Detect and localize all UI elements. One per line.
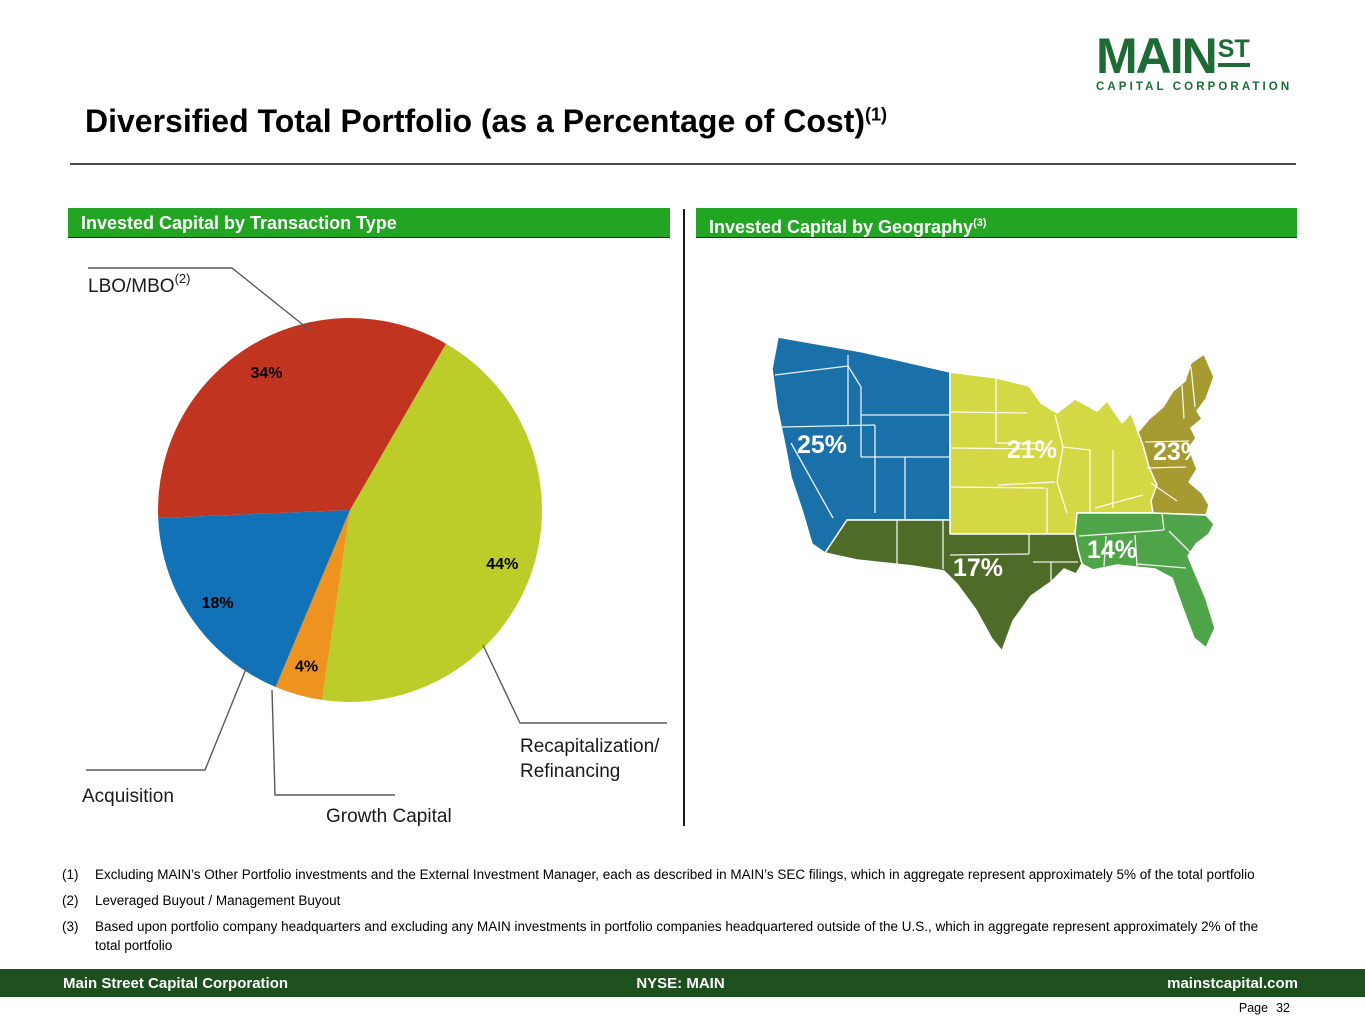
geography-footnote-ref: (3) [973,217,987,229]
map-label-west: 25% [797,431,847,459]
pie-slice-2 [158,510,350,687]
map-region-northeast [1137,353,1215,516]
right-panel-header: Invested Capital by Geography(3) [696,208,1297,238]
map-region-southeast [1074,512,1216,649]
footnote-3: (3) Based upon portfolio company headqua… [62,918,1274,954]
footnote-1-text: Excluding MAIN’s Other Portfolio investm… [95,867,1255,882]
footer-bar: Main Street Capital Corporation NYSE: MA… [0,969,1365,997]
footer-website: mainstcapital.com [1167,974,1298,992]
pie-value-label-3: 34% [250,365,282,382]
footnote-2-text: Leveraged Buyout / Management Buyout [95,893,341,909]
footnote-3-marker: (3) [62,919,79,935]
leader-line-lbo [88,267,313,333]
pie-value-label-1: 4% [295,658,318,675]
pie-label-acquisition: Acquisition [82,786,174,807]
pie-label-recapitalization-line2: Refinancing [520,761,620,782]
map-label-midwest: 21% [1007,436,1057,464]
leader-line-recapitalization [482,644,667,724]
pie-slice-0 [322,343,542,702]
footnotes: (1) Excluding MAIN’s Other Portfolio inv… [62,866,1274,963]
footer-ticker: NYSE: MAIN [636,974,725,992]
title-rule [70,163,1296,165]
map-label-northeast: 23% [1153,438,1203,466]
pie-label-recapitalization-line1: Recapitalization/ [520,736,660,757]
leader-line-growth-capital [271,689,395,796]
logo-st-text: ST [1217,37,1250,67]
us-map-svg: 25% 21% 23% 17% 14% [771,336,1216,652]
pie-label-lbo-mbo: LBO/MBO(2) [88,271,190,297]
state-border-lines [774,355,1196,581]
map-label-southeast: 14% [1087,536,1137,564]
pie-slice-1 [275,510,350,700]
pie-slice-3 [158,317,446,518]
footer-company: Main Street Capital Corporation [63,974,289,992]
map-region-southwest [824,519,1083,652]
left-panel-header: Invested Capital by Transaction Type [68,208,670,238]
page-number: Page 32 [1238,1001,1290,1015]
leader-line-acquisition [86,663,249,771]
pie-label-growth-capital: Growth Capital [326,806,452,827]
logo-main-text: MAIN [1096,28,1218,84]
footnote-1-marker: (1) [62,867,79,882]
company-logo: MAIN ST CAPITAL CORPORATION [1096,28,1296,93]
pie-chart-svg: 44% 4% 18% 34% LBO/MBO(2) Acquisition Growt… [82,267,667,827]
pie-value-label-0: 44% [486,556,518,573]
pie-slices [158,317,542,702]
pie-value-labels: 44% 4% 18% 34% [202,365,519,675]
footnote-3-text: Based upon portfolio company headquarter… [95,919,1259,953]
footnote-1: (1) Excluding MAIN’s Other Portfolio inv… [62,866,1274,884]
title-footnote-ref: (1) [865,104,887,125]
page-title: Diversified Total Portfolio (as a Percen… [85,103,887,139]
pie-value-label-2: 18% [202,595,234,612]
map-label-southwest: 17% [953,554,1003,582]
footnote-2: (2) Leveraged Buyout / Management Buyout [62,892,1274,910]
logo-subtitle: CAPITAL CORPORATION [1096,81,1293,93]
footnote-2-marker: (2) [62,893,79,909]
panel-divider [683,209,685,826]
